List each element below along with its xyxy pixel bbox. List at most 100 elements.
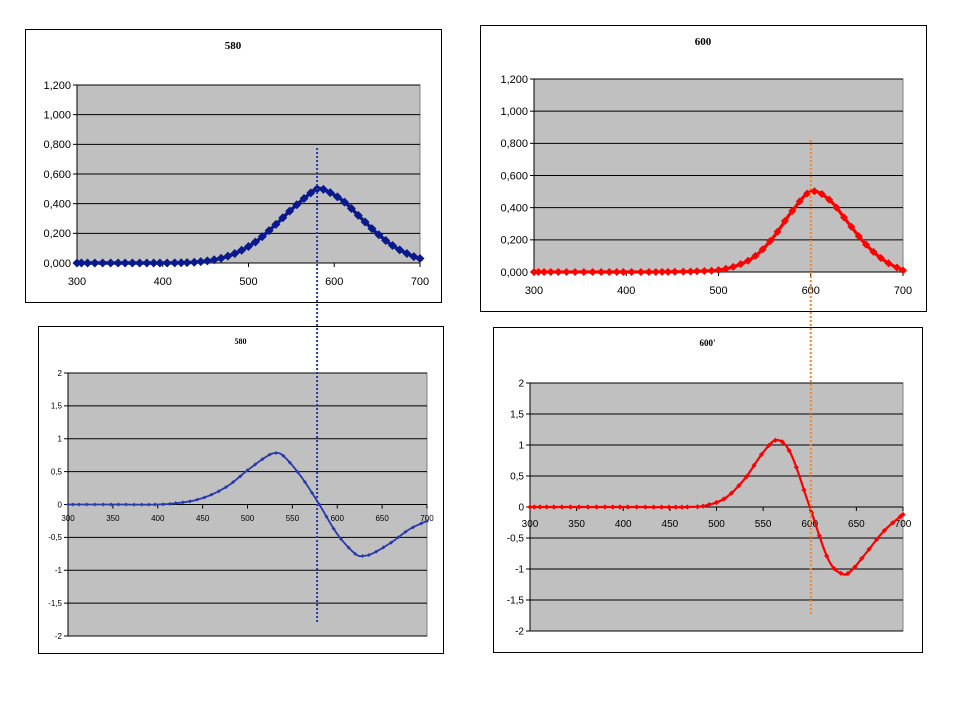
data-point (146, 502, 151, 507)
data-point (866, 546, 872, 552)
data-point (318, 184, 328, 194)
data-point (195, 497, 200, 502)
x-tick-label: 300 (522, 519, 539, 530)
y-tick-label: -1 (55, 566, 63, 575)
data-point (396, 535, 401, 540)
data-point (70, 502, 75, 507)
data-point (869, 247, 878, 256)
data-point (419, 521, 424, 526)
data-point (531, 504, 537, 510)
data-point (346, 203, 356, 213)
data-point (627, 267, 636, 276)
data-point (325, 188, 335, 198)
y-tick-label: -1 (515, 565, 524, 576)
data-point (700, 267, 709, 276)
data-point (66, 502, 70, 507)
x-tick-label: 600 (802, 285, 820, 297)
data-point (366, 552, 371, 557)
y-tick-label: 0,5 (510, 472, 524, 483)
data-point (743, 474, 749, 480)
data-point (707, 266, 716, 275)
data-point (736, 483, 742, 489)
data-point (216, 489, 221, 494)
data-point (666, 504, 672, 510)
data-point (389, 540, 394, 545)
data-point (374, 230, 384, 240)
x-tick-label: 400 (154, 276, 172, 288)
data-point (527, 504, 533, 510)
data-point (832, 203, 841, 212)
data-point (360, 553, 365, 558)
x-tick-label: 550 (755, 519, 772, 530)
data-point (410, 525, 415, 530)
data-point (551, 504, 557, 510)
data-point (223, 485, 228, 490)
data-point (881, 527, 887, 534)
data-point (766, 237, 775, 246)
data-point (139, 502, 144, 507)
data-point (602, 504, 608, 510)
data-point (642, 504, 648, 510)
data-point (285, 206, 295, 216)
data-point (658, 267, 667, 276)
data-point (381, 235, 391, 245)
data-point (101, 502, 106, 507)
x-tick-label: 550 (286, 514, 300, 523)
data-point (202, 256, 212, 266)
chart-title: 600 (695, 36, 712, 48)
data-point (388, 241, 398, 251)
data-point (686, 267, 695, 276)
y-tick-label: 0,5 (51, 467, 63, 476)
data-point (353, 551, 358, 556)
data-point (876, 254, 885, 263)
y-tick-label: 2 (518, 379, 524, 390)
y-tick-label: 0,400 (43, 199, 71, 211)
x-tick-label: 500 (241, 514, 255, 523)
data-point (559, 504, 565, 510)
data-point (167, 501, 172, 506)
data-point (238, 474, 243, 479)
y-tick-label: 0,000 (43, 258, 71, 270)
data-point (250, 237, 260, 247)
data-point (106, 258, 116, 268)
y-tick-label: 1,200 (500, 74, 528, 86)
data-point (801, 487, 807, 493)
data-point (617, 504, 623, 510)
data-point (847, 222, 856, 231)
data-point (244, 241, 253, 251)
data-point (890, 520, 896, 526)
data-point (605, 268, 614, 277)
data-point (758, 245, 767, 254)
data-point (838, 570, 844, 576)
data-point (257, 232, 267, 242)
data-point (540, 268, 549, 277)
data-point (534, 268, 543, 277)
data-point (353, 210, 363, 220)
x-tick-label: 300 (61, 514, 75, 523)
chart-1: 0,000 0,200 0,400 0,600 0,800 1,000 1,200 300 40… (25, 29, 442, 303)
data-point (367, 224, 377, 234)
data-point (161, 502, 166, 507)
x-tick-label: 450 (662, 519, 679, 530)
chart-title: 580 (235, 337, 247, 346)
data-point (554, 268, 563, 277)
data-point (786, 447, 792, 454)
data-point (188, 499, 193, 504)
data-point (825, 195, 834, 204)
data-point (758, 451, 765, 458)
y-tick-label: 1 (58, 435, 63, 444)
x-tick-label: 500 (239, 276, 257, 288)
data-point (310, 490, 315, 495)
data-point (340, 197, 350, 207)
data-point (795, 197, 804, 206)
data-point (700, 503, 706, 509)
data-point (274, 451, 279, 456)
data-point (679, 504, 685, 510)
y-tick-label: 0,000 (500, 267, 528, 279)
data-point (625, 504, 631, 510)
data-point (189, 257, 199, 267)
y-tick-label: 0 (58, 500, 63, 509)
y-tick-label: 0,800 (43, 139, 71, 151)
data-point (317, 502, 322, 507)
x-tick-label: 300 (525, 285, 543, 297)
